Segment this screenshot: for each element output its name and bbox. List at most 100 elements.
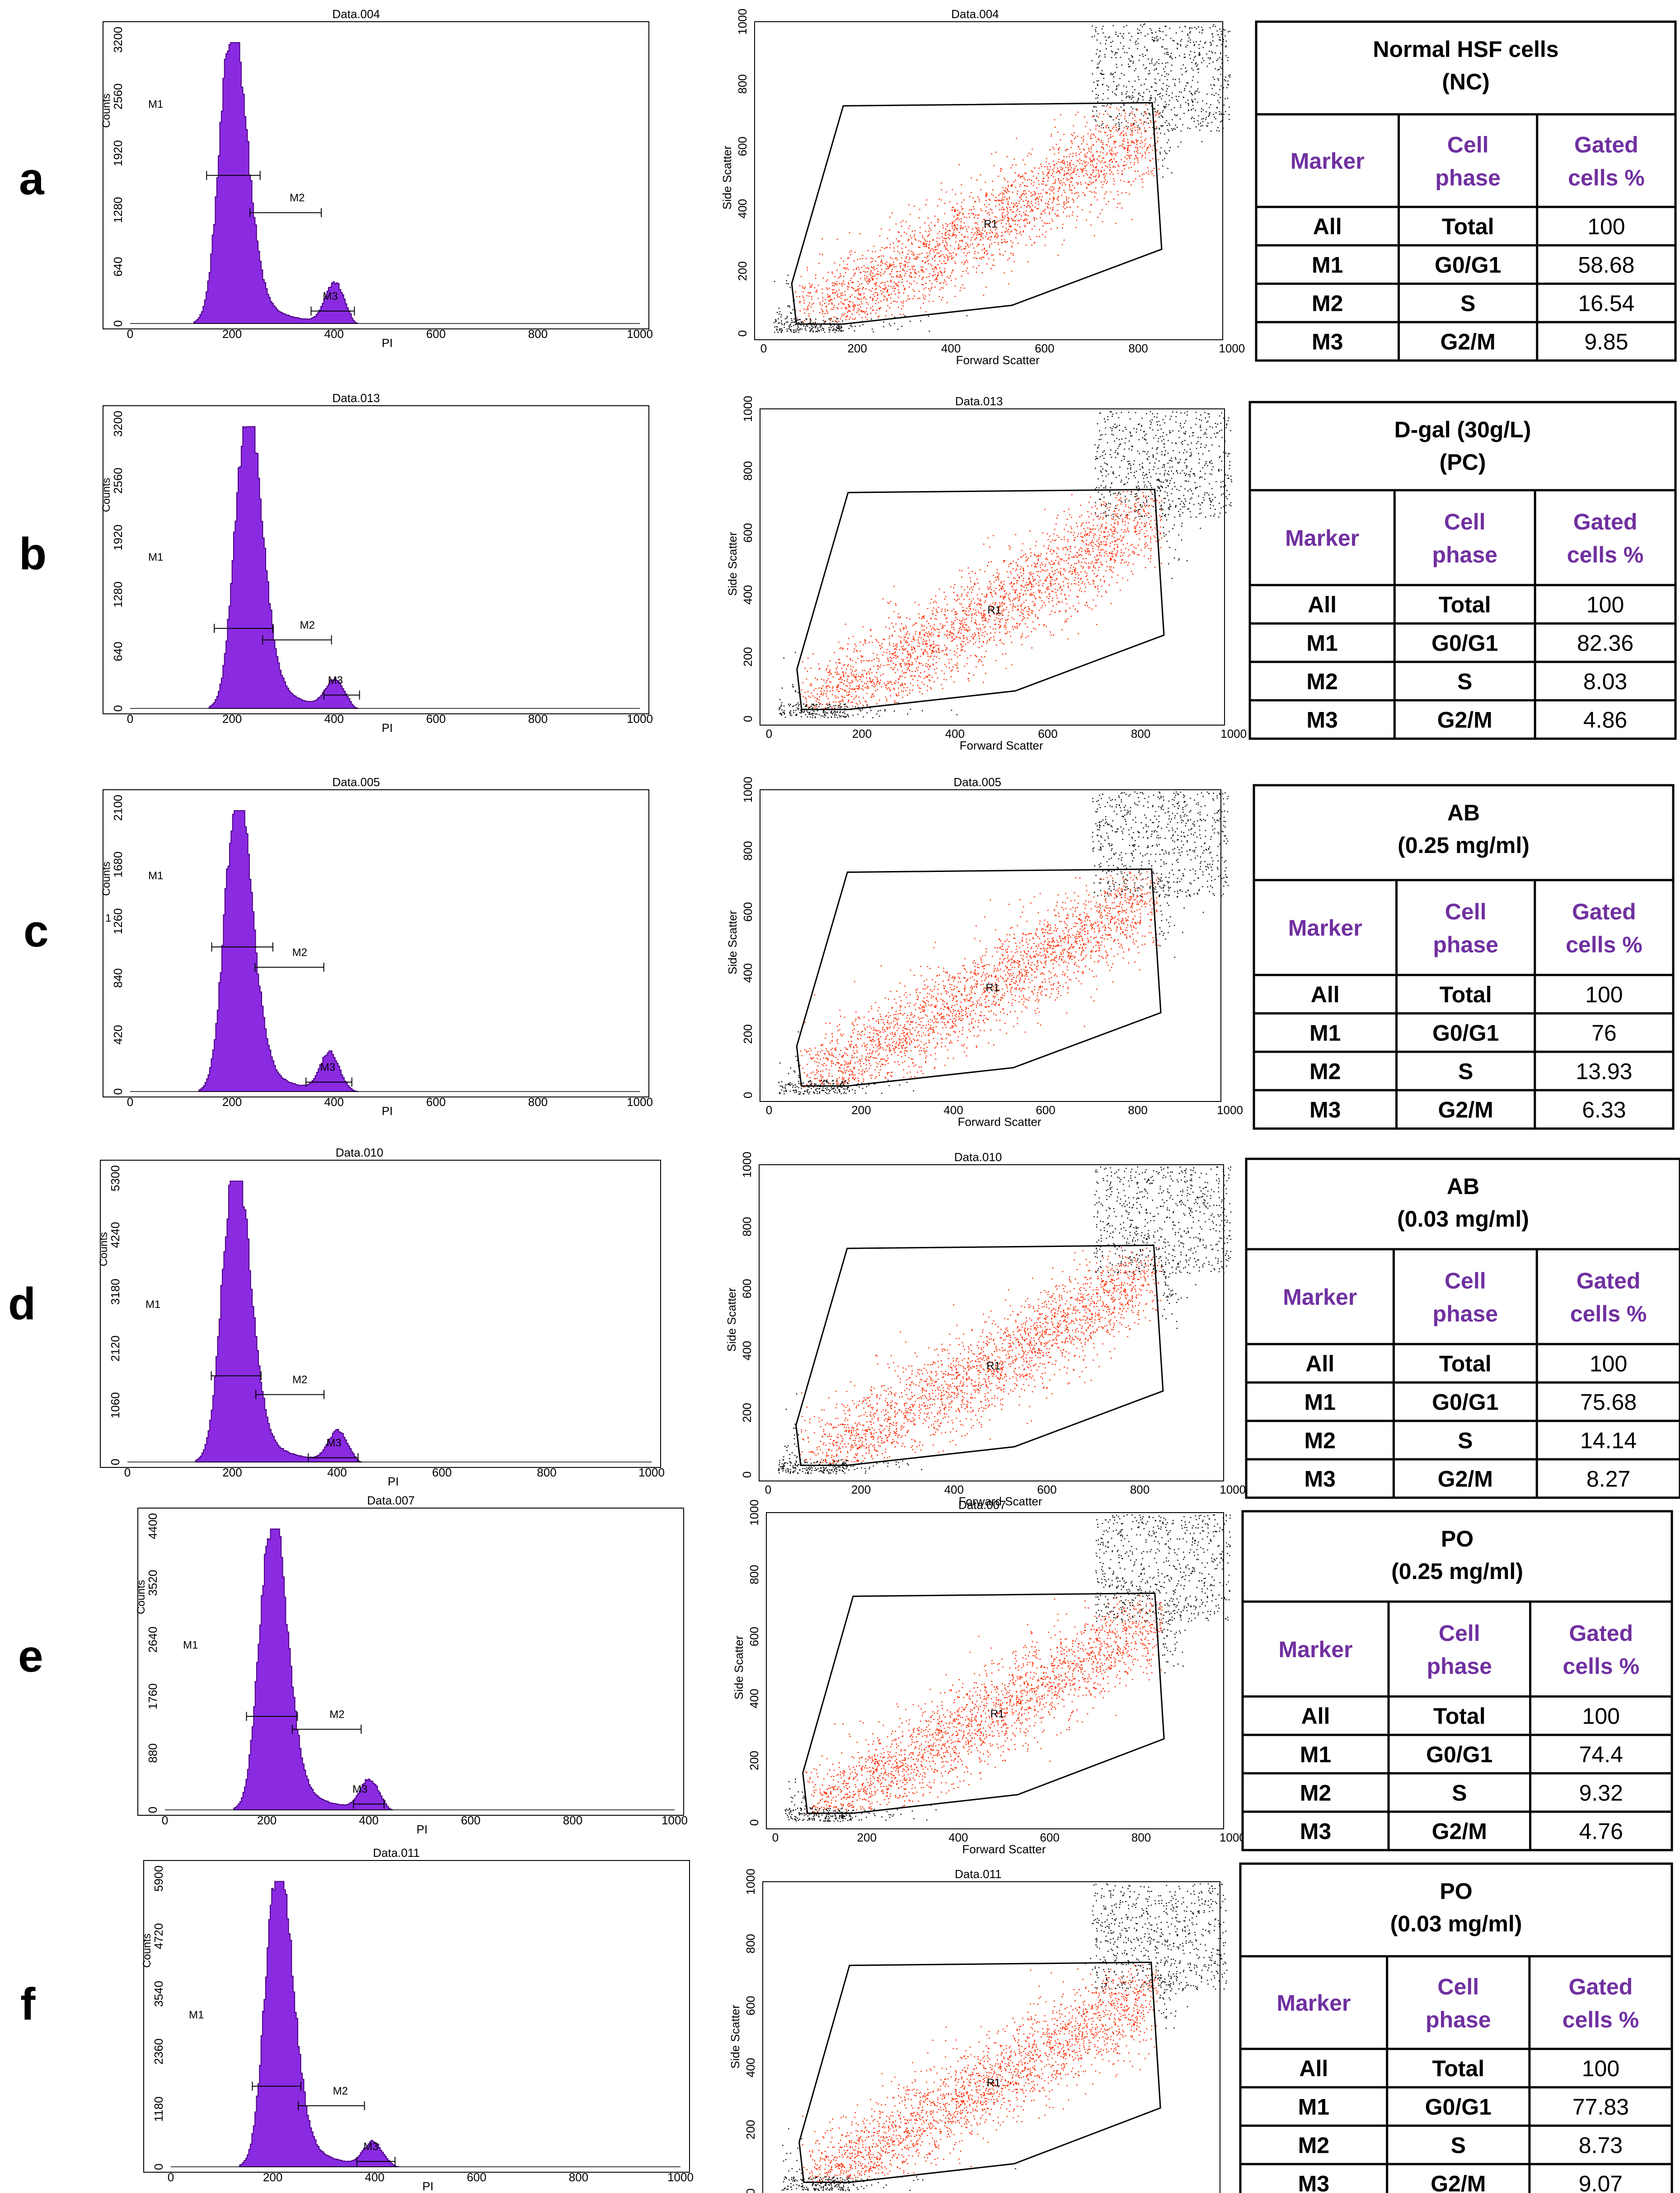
x-tick-label: 600: [467, 2170, 486, 2184]
header-gated-line2: cells %: [1570, 1301, 1647, 1326]
x-tick-label: 200: [222, 327, 242, 341]
marker-label-m2: M2: [292, 1374, 307, 1386]
x-tick-label: 400: [359, 1813, 379, 1827]
y-tick-label: 0: [146, 1807, 160, 1813]
cell-marker: M2: [1309, 1059, 1341, 1084]
x-tick-label: 200: [257, 1813, 277, 1827]
y-tick-label: 0: [108, 1459, 122, 1465]
y-tick-label: 800: [744, 1934, 757, 1954]
x-tick-label: 400: [945, 727, 965, 740]
x-tick-label: 600: [426, 712, 446, 726]
cell-gated: 75.68: [1580, 1390, 1637, 1415]
x-axis-label: PI: [382, 721, 393, 735]
x-tick-label: 200: [222, 712, 242, 726]
cell-marker: M2: [1312, 291, 1343, 316]
header-gated-line1: Gated: [1572, 899, 1636, 924]
header-gated-line1: Gated: [1574, 132, 1638, 158]
table-frame: [1245, 1157, 1680, 1499]
header-cell-phase-line1: Cell: [1437, 1974, 1479, 2000]
y-tick-label: 1060: [108, 1392, 122, 1418]
gate-label: R1: [987, 2077, 1001, 2089]
y-axis-label: Side Scatter: [732, 1635, 746, 1700]
scatter-title: Data.007: [958, 1498, 1006, 1512]
header-marker: Marker: [1276, 1991, 1351, 2016]
y-axis-label: Counts: [141, 1933, 153, 1968]
table-title-line1: AB: [1447, 1174, 1479, 1199]
table-title-line2: (0.03 mg/ml): [1397, 1206, 1529, 1232]
x-tick-label: 800: [528, 327, 548, 341]
cell-gated: 14.14: [1580, 1428, 1637, 1453]
y-tick-label: 2640: [146, 1626, 160, 1653]
y-tick-label: 2360: [152, 2038, 165, 2065]
header-gated-line2: cells %: [1566, 932, 1642, 957]
cell-phase: G2/M: [1432, 1819, 1487, 1844]
x-tick-label: 800: [569, 2170, 588, 2184]
y-tick-label: 2100: [111, 795, 125, 821]
x-tick-label: 600: [1038, 727, 1057, 740]
marker-label-m2: M2: [329, 1709, 344, 1721]
header-marker: Marker: [1285, 525, 1359, 551]
histogram-frame: [143, 1860, 690, 2173]
y-tick-label: 3180: [108, 1279, 122, 1305]
gate-r1-polygon: [795, 1244, 1164, 1466]
cell-phase: G2/M: [1438, 1467, 1493, 1492]
table-title-line1: PO: [1440, 1879, 1472, 1904]
histogram-frame: [103, 21, 649, 329]
marker-label-m1: M1: [148, 98, 163, 110]
y-tick-label: 1920: [111, 140, 125, 166]
cell-gated: 100: [1582, 1704, 1620, 1729]
cell-marker: All: [1308, 592, 1337, 618]
x-tick-label: 1000: [627, 712, 653, 726]
y-tick-label: 1000: [741, 396, 755, 422]
table-title-line2: (0.03 mg/ml): [1390, 1911, 1522, 1936]
cell-phase: G2/M: [1431, 2171, 1486, 2193]
x-tick-label: 0: [127, 1095, 133, 1109]
cell-gated: 76: [1591, 1021, 1617, 1046]
header-gated-line1: Gated: [1569, 1974, 1633, 2000]
y-tick-label: 600: [744, 1996, 757, 2015]
cell-phase: G0/G1: [1435, 253, 1501, 278]
x-tick-label: 1000: [1219, 342, 1245, 355]
gate-label: R1: [986, 1360, 1000, 1372]
scatter-frame: [762, 1881, 1220, 2193]
x-tick-label: 600: [1036, 1103, 1055, 1117]
cell-gated: 100: [1586, 592, 1624, 618]
y-tick-label: 0: [736, 330, 749, 337]
header-gated-line1: Gated: [1573, 509, 1638, 534]
cell-phase: G2/M: [1438, 1097, 1493, 1123]
marker-label-m3: M3: [363, 2141, 378, 2153]
table-frame: [1241, 1510, 1673, 1851]
y-tick-label: 600: [740, 1279, 754, 1298]
cell-marker: M3: [1298, 2171, 1329, 2193]
x-axis-label: PI: [417, 1823, 428, 1836]
header-marker: Marker: [1283, 1284, 1357, 1310]
gate-r1-polygon: [796, 488, 1165, 710]
table-frame: [1253, 784, 1675, 1130]
marker-label-m3: M3: [328, 674, 343, 686]
x-tick-label: 0: [124, 1466, 131, 1479]
x-tick-label: 0: [772, 1831, 779, 1844]
x-tick-label: 400: [941, 342, 961, 355]
x-tick-label: 800: [528, 712, 548, 726]
y-tick-label: 1000: [744, 1869, 757, 1895]
marker-label-m3: M3: [326, 1437, 341, 1449]
histogram-title: Data.013: [332, 391, 380, 405]
x-tick-label: 1000: [638, 1466, 665, 1479]
histogram-bars: [233, 1528, 394, 1810]
x-tick-label: 1000: [662, 1813, 688, 1827]
gate-r1-polygon: [798, 1961, 1161, 2183]
y-tick-label: 0: [111, 1088, 125, 1095]
x-tick-label: 1000: [667, 2170, 694, 2184]
x-tick-label: 400: [324, 712, 344, 726]
x-axis-label: Forward Scatter: [958, 1115, 1042, 1129]
scatter-c: Data.005 R1 0 200 400 600 800 1000 0 200 400 600 800…: [726, 775, 1243, 1129]
scatter-frame: [754, 21, 1223, 340]
y-tick-label: 1180: [152, 2096, 165, 2122]
table-title-line1: AB: [1447, 800, 1480, 825]
x-axis-label: Forward Scatter: [962, 1842, 1046, 1856]
cell-marker: All: [1313, 214, 1342, 239]
header-marker: Marker: [1288, 915, 1362, 941]
y-tick-label: 200: [741, 647, 755, 666]
y-tick-label: 5900: [152, 1865, 165, 1892]
y-tick-label: 1760: [146, 1683, 160, 1710]
